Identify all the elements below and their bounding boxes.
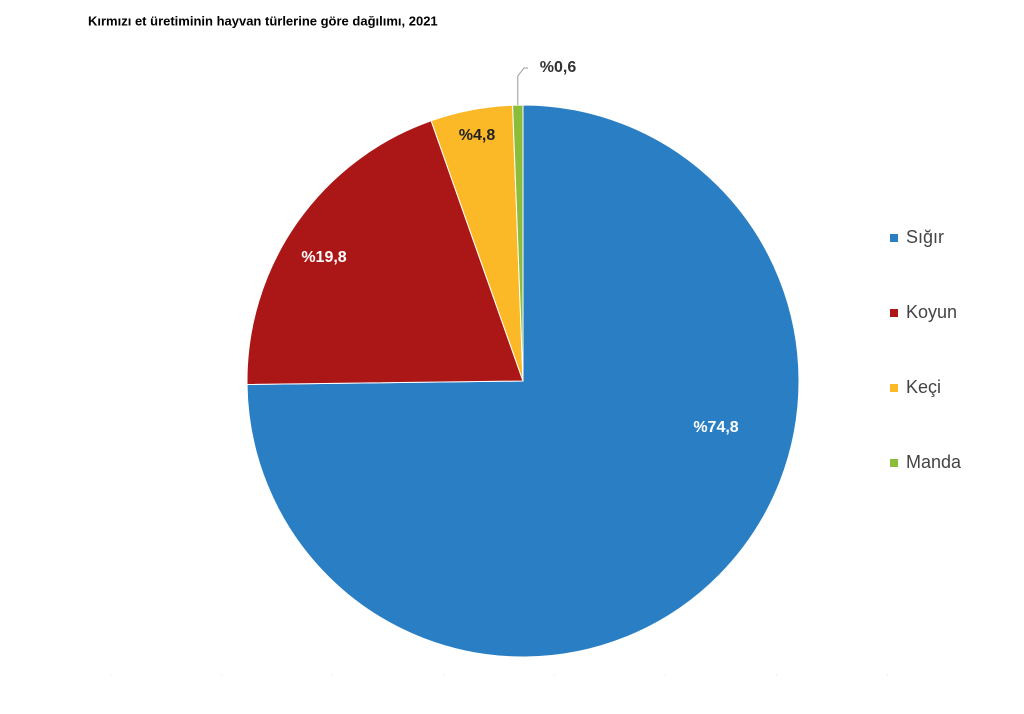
legend-swatch xyxy=(890,384,898,392)
data-label: %4,8 xyxy=(459,127,496,144)
data-label: %0,6 xyxy=(540,59,577,76)
chart-title: Kırmızı et üretiminin hayvan türlerine g… xyxy=(88,13,438,28)
legend-label: Sığır xyxy=(906,227,944,247)
data-label: %74,8 xyxy=(693,419,738,436)
leader-line xyxy=(517,67,528,106)
legend-swatch xyxy=(890,459,898,467)
legend-label: Keçi xyxy=(906,377,941,397)
legend-label: Manda xyxy=(906,452,962,472)
legend-swatch xyxy=(890,234,898,242)
pie-slice xyxy=(246,104,800,658)
legend-label: Koyun xyxy=(906,302,957,322)
legend-swatch xyxy=(890,309,898,317)
data-label: %19,8 xyxy=(301,249,346,266)
